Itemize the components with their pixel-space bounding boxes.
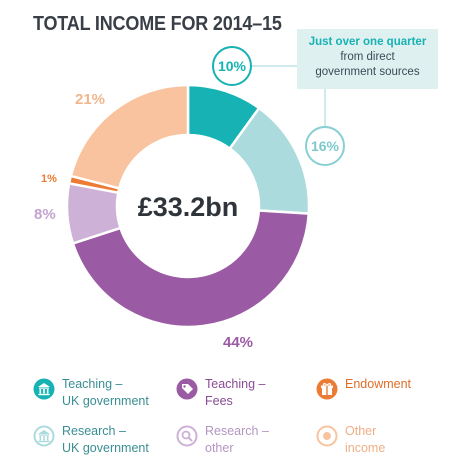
chart-title: TOTAL INCOME FOR 2014–15	[33, 13, 282, 35]
legend-label: Research – UK government	[62, 423, 149, 457]
legend-label-line2: income	[345, 441, 386, 455]
legend-label: Endowment	[345, 376, 411, 393]
slice-teaching-fees	[71, 209, 311, 329]
tag-icon	[176, 378, 198, 400]
slice-label-16-ring	[305, 126, 345, 166]
callout-strong-text: Just over one quarter	[308, 36, 427, 48]
slice-other-income	[69, 83, 190, 190]
slice-label-21: 21%	[75, 91, 105, 108]
slice-label-10-ring	[212, 46, 252, 86]
legend-label-line2: UK government	[62, 441, 149, 455]
legend-label-line1: Teaching –	[62, 377, 123, 391]
legend-label: Teaching – Fees	[205, 376, 265, 410]
legend-label-line1: Teaching –	[205, 377, 266, 391]
slice-label-10: 10%	[218, 58, 247, 74]
gift-icon	[316, 378, 338, 400]
legend-label-line2: Fees	[205, 394, 233, 408]
center-total-label: £33.2bn	[138, 192, 239, 222]
building-icon	[33, 425, 55, 447]
legend-label: Other income	[345, 423, 385, 457]
legend-label: Research – other	[205, 423, 269, 457]
legend-label-line2: other	[205, 441, 234, 455]
legend-label: Teaching – UK government	[62, 376, 149, 410]
slice-label-8: 8%	[34, 206, 56, 223]
callout-text-line2: government sources	[315, 66, 420, 78]
slice-label-44: 44%	[223, 334, 253, 351]
legend-label-line1: Research –	[62, 424, 126, 438]
callout-text-line1: from direct	[340, 51, 395, 63]
circle-icon	[316, 425, 338, 447]
slice-label-16: 16%	[311, 138, 340, 154]
legend-label-line2: UK government	[62, 394, 149, 408]
legend-label-line1: Other	[345, 424, 377, 438]
legend-label-line1: Research –	[205, 424, 269, 438]
building-icon	[33, 378, 55, 400]
slice-label-1: 1%	[41, 173, 57, 185]
legend-label-line1: Endowment	[345, 377, 412, 391]
callout-box: Just over one quarter from direct govern…	[297, 29, 438, 89]
search-icon	[176, 425, 198, 447]
